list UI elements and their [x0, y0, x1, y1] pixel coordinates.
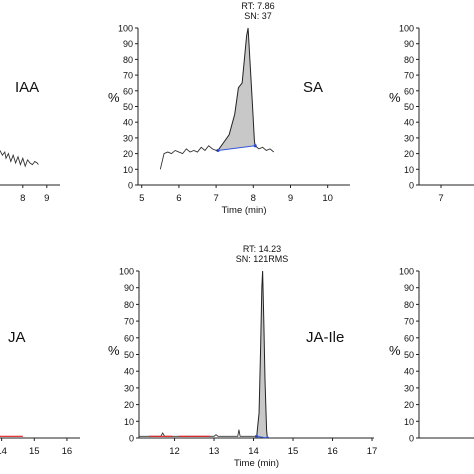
series-trace	[254, 145, 275, 153]
y-tick-label: 10	[124, 417, 134, 427]
y-tick-label: 70	[124, 317, 134, 327]
x-tick-label: 14	[248, 446, 259, 457]
peak-annotation: RT: 14.23	[243, 244, 281, 254]
y-tick-label: 50	[123, 102, 133, 112]
x-axis-title: Time (min)	[221, 205, 266, 216]
y-tick-label: 20	[124, 400, 134, 410]
y-tick-label: 40	[123, 118, 133, 128]
y-tick-label: 30	[123, 133, 133, 143]
x-axis-title: Time (min)	[234, 458, 279, 469]
peak-line	[256, 270, 268, 438]
y-tick-label: 70	[404, 317, 414, 327]
chart-panel-ja-ile: 0 10 20 30 40 50 60 70 80 90 100 12 13 14 15 16 17 Time (…	[108, 244, 377, 469]
y-tick-label: 0	[409, 434, 414, 444]
x-tick-label: 8	[20, 193, 25, 204]
x-tick-label: 8	[251, 193, 256, 204]
y-tick-label: 30	[404, 133, 414, 143]
peak-area	[256, 271, 268, 438]
y-tick-label: 90	[123, 39, 133, 49]
y-tick-label: 90	[404, 283, 414, 293]
x-tick-label: 5	[139, 193, 144, 204]
x-tick-label: 10	[322, 193, 333, 204]
y-tick-label: 60	[404, 86, 414, 96]
y-tick-label: 50	[124, 350, 134, 360]
peak-annotation: SN: 37	[244, 11, 272, 21]
x-tick-label: 16	[62, 446, 73, 457]
plot-area	[159, 27, 275, 170]
y-tick-label: 60	[124, 333, 134, 343]
y-tick-label: 80	[124, 300, 134, 310]
y-axis-title: %	[389, 90, 401, 105]
x-tick-label: 9	[44, 193, 49, 204]
y-tick-label: 20	[404, 400, 414, 410]
y-tick-label: 0	[128, 181, 133, 191]
y-tick-label: 70	[123, 71, 133, 81]
peak-line	[217, 27, 256, 151]
y-tick-label: 10	[404, 417, 414, 427]
x-tick-label: 7	[213, 193, 218, 204]
chart-panel-bottom-right: 0 10 20 30 40 50 60 70 80 90 100%	[389, 267, 474, 444]
y-tick-label: 10	[123, 165, 133, 175]
y-tick-label: 90	[124, 283, 134, 293]
y-tick-label: 40	[404, 367, 414, 377]
y-tick-label: 0	[409, 181, 414, 191]
y-tick-label: 50	[404, 350, 414, 360]
peak-annotation: SN: 121RMS	[236, 254, 289, 264]
y-tick-label: 50	[404, 102, 414, 112]
y-tick-label: 20	[123, 149, 133, 159]
x-tick-label: 6	[176, 193, 181, 204]
chart-panel-iaa: 8 9 IAA	[0, 79, 60, 204]
peak-baseline	[217, 145, 256, 151]
y-tick-label: 70	[404, 71, 414, 81]
x-tick-label: 7	[438, 193, 443, 204]
peak-annotation: RT: 7.86	[241, 1, 274, 11]
y-tick-label: 100	[118, 24, 133, 34]
x-tick-label: 15	[288, 446, 299, 457]
series-trace	[159, 145, 218, 170]
chart-panel-ja: 14 15 16 JA	[0, 329, 80, 457]
y-tick-label: 80	[404, 300, 414, 310]
series-trace	[0, 150, 39, 168]
y-tick-label: 100	[119, 267, 134, 277]
y-tick-label: 30	[124, 383, 134, 393]
x-tick-label: 17	[367, 446, 378, 457]
y-tick-label: 30	[404, 383, 414, 393]
y-tick-label: 40	[404, 118, 414, 128]
x-tick-label: 15	[29, 446, 40, 457]
compound-label: JA-Ile	[306, 329, 344, 346]
y-axis-title: %	[108, 90, 120, 105]
y-tick-label: 60	[123, 86, 133, 96]
y-axis-title: %	[108, 343, 120, 358]
x-tick-label: 9	[288, 193, 293, 204]
peak-area	[217, 28, 256, 151]
y-tick-label: 20	[404, 149, 414, 159]
compound-label: SA	[303, 79, 323, 96]
compound-label: JA	[8, 329, 26, 346]
x-tick-label: 14	[0, 446, 7, 457]
plot-area	[0, 150, 39, 168]
y-tick-label: 60	[404, 333, 414, 343]
plot-area	[139, 270, 274, 438]
y-tick-label: 40	[124, 367, 134, 377]
x-tick-label: 16	[327, 446, 338, 457]
y-tick-label: 80	[123, 55, 133, 65]
y-axis-title: %	[389, 343, 401, 358]
chart-panel-top-right: 0 10 20 30 40 50 60 70 80 90 100 7%	[389, 24, 474, 204]
series-trace	[139, 429, 257, 437]
chart-panel-sa: 0 10 20 30 40 50 60 70 80 90 100 5 6 7 8 9 10 Time (min)%…	[108, 1, 350, 216]
x-tick-label: 12	[169, 446, 180, 457]
compound-label: IAA	[15, 79, 39, 96]
y-tick-label: 100	[399, 24, 414, 34]
y-tick-label: 80	[404, 55, 414, 65]
y-tick-label: 90	[404, 39, 414, 49]
x-tick-label: 13	[209, 446, 220, 457]
y-tick-label: 100	[399, 267, 414, 277]
y-tick-label: 10	[404, 165, 414, 175]
peak-baseline	[256, 435, 268, 438]
y-tick-label: 0	[129, 434, 134, 444]
